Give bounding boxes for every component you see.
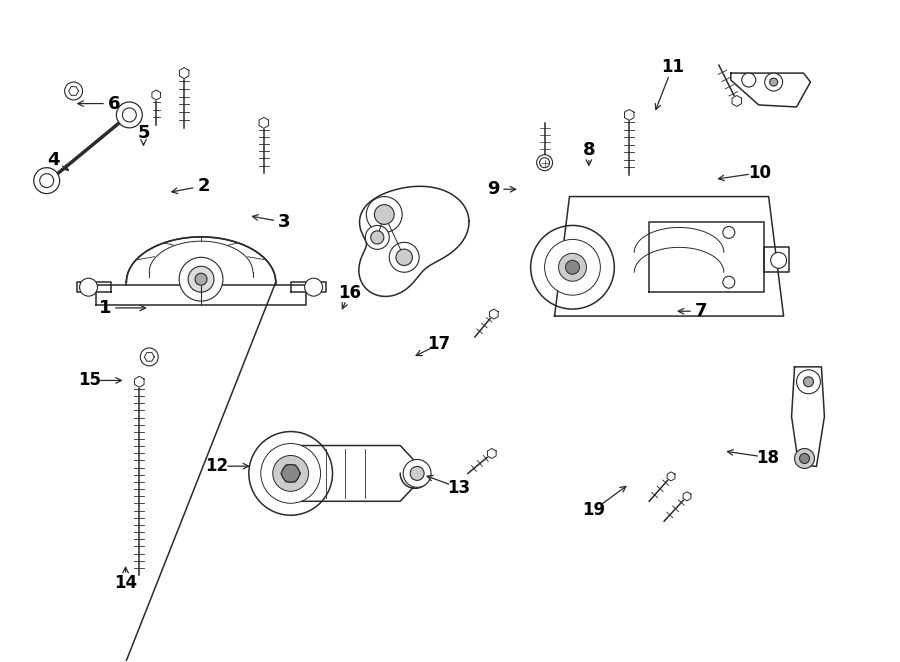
Polygon shape [625,109,634,120]
Polygon shape [792,367,824,467]
Text: 4: 4 [48,150,60,169]
Circle shape [140,348,158,366]
Circle shape [540,158,550,167]
Circle shape [531,226,615,309]
Text: 6: 6 [108,95,121,113]
Text: 11: 11 [661,58,684,76]
Circle shape [116,102,142,128]
Circle shape [374,205,394,224]
Text: 12: 12 [205,457,229,475]
Circle shape [403,459,431,487]
Text: 8: 8 [582,141,595,159]
Circle shape [410,467,424,481]
Circle shape [366,197,402,232]
Circle shape [122,108,136,122]
Circle shape [34,167,59,193]
Circle shape [195,273,207,285]
Circle shape [723,226,734,238]
Polygon shape [359,186,469,297]
Text: 16: 16 [338,284,361,302]
Circle shape [282,465,300,483]
Polygon shape [96,285,306,305]
Text: 13: 13 [447,479,471,497]
Text: 15: 15 [78,371,101,389]
Text: 3: 3 [278,213,291,231]
Circle shape [65,82,83,100]
Text: 9: 9 [487,180,500,198]
Text: 7: 7 [695,303,707,320]
Polygon shape [259,117,268,128]
Polygon shape [764,248,788,272]
Polygon shape [144,353,154,361]
Circle shape [795,448,815,469]
Circle shape [770,78,778,86]
Polygon shape [649,222,764,292]
Circle shape [770,252,787,268]
Circle shape [261,444,320,503]
Text: 2: 2 [197,177,210,195]
Circle shape [723,276,734,288]
Text: 17: 17 [428,335,451,354]
Text: 10: 10 [748,164,770,182]
Polygon shape [488,448,496,459]
Polygon shape [68,87,78,95]
Text: 19: 19 [581,501,605,519]
Text: 5: 5 [137,124,149,142]
Polygon shape [291,446,415,501]
Circle shape [544,240,600,295]
Circle shape [796,370,821,394]
Circle shape [79,278,97,296]
Polygon shape [76,282,112,292]
Circle shape [742,73,756,87]
Polygon shape [554,197,784,316]
Circle shape [390,242,419,272]
Polygon shape [135,376,144,387]
Polygon shape [667,472,675,481]
Circle shape [248,432,332,515]
Circle shape [804,377,814,387]
Circle shape [40,173,54,187]
Circle shape [188,266,214,292]
Polygon shape [683,492,691,500]
Polygon shape [732,95,742,107]
Polygon shape [490,309,498,319]
Polygon shape [291,282,326,292]
Circle shape [765,73,783,91]
Circle shape [365,226,390,250]
Circle shape [799,453,809,463]
Circle shape [536,155,553,171]
Circle shape [565,260,580,274]
Circle shape [273,455,309,491]
Circle shape [304,278,322,296]
Polygon shape [152,90,160,100]
Polygon shape [731,73,811,107]
Text: 14: 14 [114,574,137,592]
Text: 18: 18 [757,449,779,467]
Circle shape [559,254,587,281]
Circle shape [371,231,384,244]
Circle shape [179,258,223,301]
Polygon shape [126,237,275,282]
Circle shape [396,249,412,265]
Polygon shape [179,68,189,79]
Text: 1: 1 [99,299,112,317]
